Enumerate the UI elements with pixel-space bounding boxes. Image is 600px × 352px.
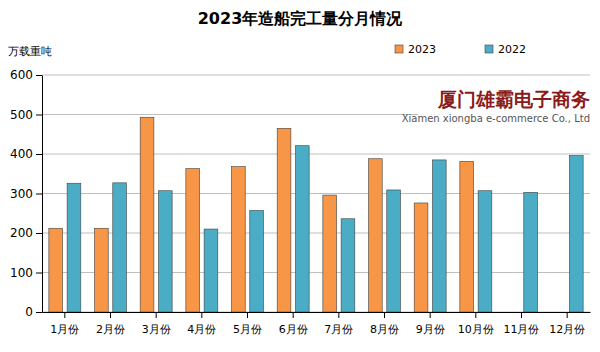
x-tick-label: 8月份 bbox=[370, 323, 399, 336]
bar bbox=[204, 229, 218, 312]
y-tick-label: 0 bbox=[25, 305, 33, 319]
x-tick-mark bbox=[475, 312, 476, 318]
x-tick-mark bbox=[430, 312, 431, 318]
title: 2023年造船完工量分月情况 bbox=[198, 9, 404, 28]
x-tick-mark bbox=[201, 312, 202, 318]
bar bbox=[478, 191, 492, 312]
y-tick: 100 bbox=[10, 266, 42, 280]
y-axis-line bbox=[42, 76, 43, 313]
x-tick-mark bbox=[567, 312, 568, 318]
x-tick: 8月份 bbox=[370, 312, 399, 336]
y-tick-label: 500 bbox=[10, 108, 33, 122]
bar bbox=[460, 162, 474, 312]
x-tick-mark bbox=[156, 312, 157, 318]
y-tick-label: 300 bbox=[10, 187, 33, 201]
x-tick-label: 4月份 bbox=[187, 323, 216, 336]
y-tick-label: 100 bbox=[10, 266, 33, 280]
x-tick-mark bbox=[384, 312, 385, 318]
y-tick: 200 bbox=[10, 226, 42, 240]
x-tick-mark bbox=[247, 312, 248, 318]
bar bbox=[250, 210, 264, 312]
bar bbox=[414, 203, 428, 312]
bar bbox=[387, 190, 401, 312]
x-tick: 10月份 bbox=[458, 312, 494, 336]
bar bbox=[569, 156, 583, 312]
y-tick-mark bbox=[36, 75, 42, 76]
x-tick-mark bbox=[338, 312, 339, 318]
legend: 2023 2022 bbox=[395, 43, 526, 56]
x-tick: 5月份 bbox=[233, 312, 262, 336]
legend-label: 2022 bbox=[498, 43, 526, 56]
x-tick-label: 5月份 bbox=[233, 323, 262, 336]
y-axis-title: 万载重吨 bbox=[8, 45, 52, 58]
x-tick-mark bbox=[110, 312, 111, 318]
x-tick: 1月份 bbox=[50, 312, 79, 336]
bar bbox=[67, 183, 81, 312]
x-tick: 7月份 bbox=[324, 312, 353, 336]
x-tick: 6月份 bbox=[279, 312, 308, 336]
y-tick-mark bbox=[36, 115, 42, 116]
x-tick: 9月份 bbox=[416, 312, 445, 336]
x-tick-label: 6月份 bbox=[279, 323, 308, 336]
y-tick-label: 200 bbox=[10, 226, 33, 240]
bar bbox=[277, 128, 291, 312]
x-tick-label: 9月份 bbox=[416, 323, 445, 336]
y-tick-mark bbox=[36, 233, 42, 234]
bar bbox=[295, 146, 309, 312]
x-tick-mark bbox=[293, 312, 294, 318]
bar bbox=[186, 169, 200, 312]
y-tick-label: 600 bbox=[10, 68, 33, 82]
x-tick-label: 1月份 bbox=[50, 323, 79, 336]
x-tick-mark bbox=[521, 312, 522, 318]
x-tick: 3月份 bbox=[142, 312, 171, 336]
bar bbox=[140, 117, 154, 312]
x-tick-label: 3月份 bbox=[142, 323, 171, 336]
y-tick: 400 bbox=[10, 147, 42, 161]
bar bbox=[524, 192, 538, 312]
x-tick: 11月份 bbox=[504, 312, 540, 336]
y-axis: 0 100 200 300 400 500 600 bbox=[10, 68, 42, 319]
y-tick-mark bbox=[36, 194, 42, 195]
x-tick: 2月份 bbox=[96, 312, 125, 336]
watermark-subtext: Xiamen xiongba e-commerce Co., Ltd bbox=[402, 113, 590, 124]
grid-line bbox=[42, 75, 590, 76]
bar bbox=[432, 160, 446, 312]
y-tick: 500 bbox=[10, 108, 42, 122]
y-tick-mark bbox=[36, 312, 42, 313]
bar bbox=[369, 159, 383, 312]
chart: 2023年造船完工量分月情况万载重吨 0 100 200 300 400 500 600 1月份… bbox=[0, 0, 600, 352]
x-tick-label: 2月份 bbox=[96, 323, 125, 336]
bar bbox=[323, 195, 337, 312]
y-tick-mark bbox=[36, 154, 42, 155]
legend-swatch bbox=[485, 45, 493, 53]
y-tick: 600 bbox=[10, 68, 42, 82]
x-axis: 1月份 2月份 3月份 4月份 5月份 6月份 7月份 8月份 9月份 10月份 11月份 12月份 bbox=[43, 312, 591, 336]
x-tick-mark bbox=[64, 312, 65, 318]
legend-swatch bbox=[395, 45, 403, 53]
x-tick-label: 10月份 bbox=[458, 323, 494, 336]
x-axis-line bbox=[43, 312, 591, 313]
y-tick: 300 bbox=[10, 187, 42, 201]
watermark-text: 厦门雄霸电子商务 bbox=[437, 88, 590, 110]
x-tick-label: 7月份 bbox=[324, 323, 353, 336]
bar bbox=[95, 228, 109, 312]
x-tick: 4月份 bbox=[187, 312, 216, 336]
bar bbox=[113, 183, 127, 312]
y-tick: 0 bbox=[25, 305, 42, 319]
bar bbox=[158, 191, 172, 312]
x-tick-label: 11月份 bbox=[504, 323, 540, 336]
bar bbox=[232, 167, 246, 312]
y-tick-mark bbox=[36, 273, 42, 274]
watermark: 厦门雄霸电子商务 Xiamen xiongba e-commerce Co., L… bbox=[402, 82, 594, 128]
x-tick-label: 12月份 bbox=[549, 323, 585, 336]
bar bbox=[341, 219, 355, 312]
grid-line bbox=[42, 154, 590, 155]
plot: 0 100 200 300 400 500 600 1月份 2月份 3月份 4月份 5月份 6月份 7月份… bbox=[10, 68, 590, 336]
bars bbox=[49, 117, 583, 312]
bar bbox=[49, 228, 63, 312]
legend-label: 2023 bbox=[408, 43, 436, 56]
x-tick: 12月份 bbox=[549, 312, 585, 336]
y-tick-label: 400 bbox=[10, 147, 33, 161]
